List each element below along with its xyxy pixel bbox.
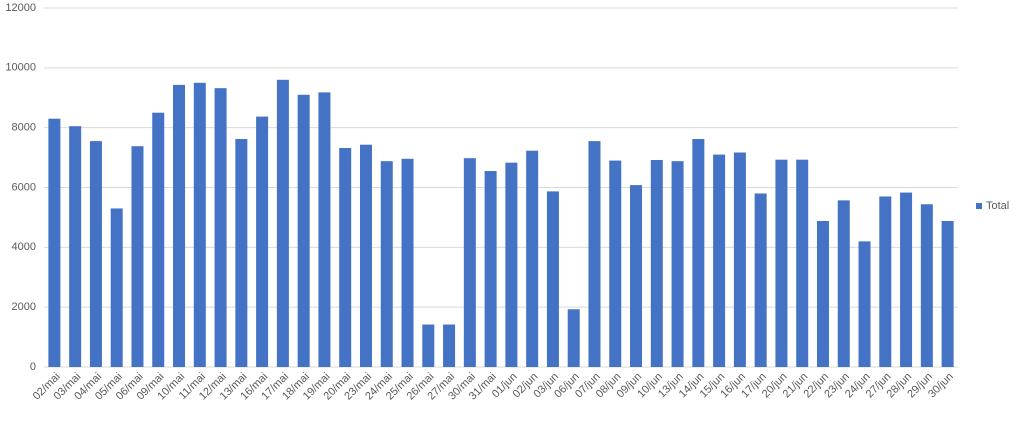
bar xyxy=(733,152,746,367)
bar xyxy=(546,191,559,367)
y-tick-label: 0 xyxy=(30,361,36,373)
bar xyxy=(422,324,435,367)
bar xyxy=(339,148,352,367)
bar xyxy=(920,204,933,367)
y-tick-label: 4000 xyxy=(12,241,36,253)
bar xyxy=(89,141,102,367)
bar xyxy=(609,160,622,367)
bar xyxy=(380,161,393,367)
bar xyxy=(879,196,892,367)
bar xyxy=(567,309,580,367)
bar xyxy=(131,146,144,367)
bar xyxy=(318,92,331,368)
y-tick-label: 6000 xyxy=(12,181,36,193)
bar xyxy=(110,208,123,367)
bar xyxy=(900,192,913,367)
bar xyxy=(630,185,643,367)
bar xyxy=(152,112,165,367)
bar xyxy=(297,94,310,367)
bar xyxy=(69,126,82,367)
bar xyxy=(650,159,663,367)
bar xyxy=(796,159,809,367)
bar xyxy=(588,141,601,367)
bar xyxy=(754,193,767,367)
bar xyxy=(48,118,61,367)
legend-label: Total xyxy=(986,200,1009,212)
bar xyxy=(941,221,954,367)
y-tick-label: 2000 xyxy=(12,301,36,313)
bar xyxy=(463,158,476,367)
bar xyxy=(235,139,248,367)
bar xyxy=(193,82,206,368)
bar xyxy=(858,241,871,367)
bar xyxy=(713,154,726,367)
bar xyxy=(484,171,497,367)
bar xyxy=(359,144,372,367)
bar xyxy=(443,324,456,367)
y-tick-label: 8000 xyxy=(12,122,36,134)
bar xyxy=(276,79,289,368)
bar xyxy=(173,84,186,367)
bar xyxy=(816,221,829,367)
bar xyxy=(505,162,518,367)
bar xyxy=(775,159,788,367)
bar xyxy=(692,139,705,367)
bar xyxy=(671,161,684,367)
legend-swatch xyxy=(976,203,982,209)
y-tick-label: 10000 xyxy=(5,62,36,74)
bar xyxy=(837,200,850,367)
bar xyxy=(401,158,414,367)
y-tick-label: 12000 xyxy=(5,2,36,14)
bar xyxy=(526,150,539,367)
bar xyxy=(256,116,269,367)
bar xyxy=(214,88,227,367)
